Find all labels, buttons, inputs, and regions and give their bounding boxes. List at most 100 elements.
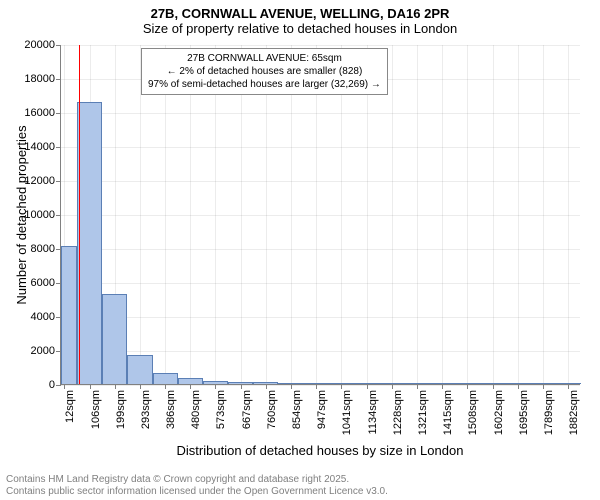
chart-title: 27B, CORNWALL AVENUE, WELLING, DA16 2PR [0,0,600,21]
x-tick-label: 1134sqm [367,390,379,434]
histogram-bar [77,102,102,384]
footer-attribution: Contains HM Land Registry data © Crown c… [6,474,388,498]
gridline-vertical [518,45,519,384]
gridline-horizontal [61,249,580,250]
x-tick-label: 199sqm [115,390,127,429]
y-tick-label: 20000 [24,39,61,51]
gridline-horizontal [61,215,580,216]
gridline-horizontal [61,283,580,284]
annotation-box: 27B CORNWALL AVENUE: 65sqm← 2% of detach… [141,48,388,95]
histogram-bar [430,383,455,384]
gridline-vertical [241,45,242,384]
gridline-vertical [316,45,317,384]
y-tick-label: 16000 [24,107,61,119]
x-tick-mark [367,384,368,389]
gridline-vertical [467,45,468,384]
gridline-vertical [442,45,443,384]
x-tick-mark [392,384,393,389]
gridline-vertical [417,45,418,384]
x-tick-label: 947sqm [316,390,328,429]
x-tick-label: 1789sqm [543,390,555,435]
y-tick-label: 12000 [24,175,61,187]
y-tick-label: 0 [49,379,61,391]
histogram-bar [253,382,278,384]
x-tick-label: 1508sqm [467,390,479,435]
y-tick-label: 2000 [31,345,61,357]
gridline-vertical [367,45,368,384]
histogram-bar [480,383,505,384]
chart-container: 27B, CORNWALL AVENUE, WELLING, DA16 2PR … [0,0,600,500]
x-tick-mark [417,384,418,389]
x-tick-mark [467,384,468,389]
x-tick-mark [165,384,166,389]
x-tick-mark [90,384,91,389]
x-tick-mark [518,384,519,389]
x-tick-label: 1041sqm [341,390,353,435]
gridline-vertical [140,45,141,384]
x-tick-label: 480sqm [190,390,202,429]
x-tick-label: 1321sqm [417,390,429,435]
y-tick-label: 10000 [24,209,61,221]
x-tick-label: 1415sqm [442,390,454,435]
gridline-vertical [341,45,342,384]
histogram-bar [278,383,303,384]
gridline-vertical [392,45,393,384]
gridline-horizontal [61,385,580,386]
gridline-vertical [165,45,166,384]
gridline-vertical [493,45,494,384]
x-tick-label: 106sqm [90,390,102,429]
gridline-vertical [266,45,267,384]
histogram-bar [102,294,127,384]
histogram-bar [354,383,379,384]
gridline-horizontal [61,147,580,148]
x-tick-mark [543,384,544,389]
histogram-bar [505,383,530,384]
histogram-bar [455,383,480,384]
footer-line-1: Contains HM Land Registry data © Crown c… [6,474,388,486]
property-marker-line [79,45,80,384]
y-tick-label: 8000 [31,243,61,255]
y-tick-label: 14000 [24,141,61,153]
annotation-line: ← 2% of detached houses are smaller (828… [148,65,381,78]
y-tick-label: 18000 [24,73,61,85]
x-tick-mark [64,384,65,389]
annotation-line: 27B CORNWALL AVENUE: 65sqm [148,52,381,65]
x-tick-label: 760sqm [266,390,278,429]
x-axis-label: Distribution of detached houses by size … [60,443,580,458]
x-tick-label: 854sqm [291,390,303,429]
histogram-bar [556,383,581,384]
x-tick-label: 1228sqm [392,390,404,435]
gridline-vertical [543,45,544,384]
x-tick-label: 293sqm [140,390,152,429]
y-tick-label: 4000 [31,311,61,323]
x-tick-mark [442,384,443,389]
histogram-bar [329,383,354,384]
x-tick-mark [215,384,216,389]
gridline-vertical [291,45,292,384]
x-tick-label: 1602sqm [493,390,505,435]
x-tick-mark [341,384,342,389]
x-tick-label: 573sqm [215,390,227,429]
gridline-vertical [568,45,569,384]
histogram-bar [530,383,555,384]
gridline-vertical [215,45,216,384]
y-tick-label: 6000 [31,277,61,289]
histogram-bar [61,246,77,384]
x-tick-label: 667sqm [241,390,253,429]
plot-area: 27B CORNWALL AVENUE: 65sqm← 2% of detach… [60,45,580,385]
x-tick-mark [291,384,292,389]
histogram-bar [127,355,152,384]
histogram-bar [203,381,228,384]
x-tick-mark [241,384,242,389]
footer-line-2: Contains public sector information licen… [6,486,388,498]
x-tick-mark [568,384,569,389]
gridline-horizontal [61,317,580,318]
annotation-line: 97% of semi-detached houses are larger (… [148,78,381,91]
x-tick-mark [493,384,494,389]
gridline-horizontal [61,113,580,114]
x-tick-mark [115,384,116,389]
x-tick-mark [316,384,317,389]
gridline-horizontal [61,45,580,46]
histogram-bar [379,383,404,384]
gridline-horizontal [61,181,580,182]
